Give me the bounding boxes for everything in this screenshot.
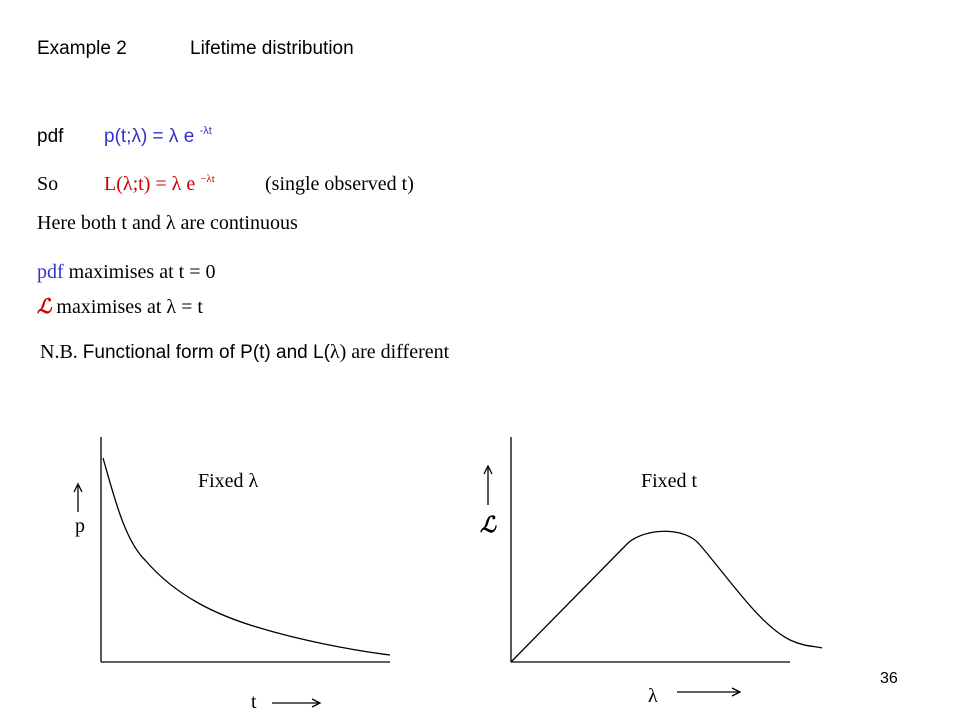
left-x-label: t [251, 691, 257, 713]
right-plot [483, 437, 823, 697]
nb-label: N.B. [40, 341, 78, 363]
arrow-head [731, 687, 742, 697]
arrow-head [311, 698, 322, 708]
arrow-head [73, 482, 83, 493]
nb-text: Functional form of P(t) and L( [83, 342, 331, 363]
nb-line: N.B. Functional form of P(t) and L(λ) ar… [40, 341, 450, 363]
pdf-formula: p(t;λ) = λ e [104, 126, 194, 147]
right-y-label: ℒ [480, 512, 497, 537]
curve [510, 530, 823, 663]
heading-title: Lifetime distribution [190, 38, 354, 59]
right-title: Fixed t [641, 470, 698, 492]
right-x-label: λ [648, 685, 658, 707]
pdf-term: pdf [37, 261, 64, 283]
curve [102, 457, 391, 656]
pdf-line: pdf p(t;λ) = λ e -λt [37, 125, 212, 147]
likelihood-exponent: −λt [200, 173, 215, 185]
heading: Example 2 Lifetime distribution [37, 38, 354, 59]
nb-tail: λ) are different [330, 341, 450, 363]
likelihood-formula: L(λ;t) = λ e [104, 173, 195, 195]
left-title: Fixed λ [198, 470, 259, 492]
likelihood-line: So L(λ;t) = λ e −λt (single observed t) [37, 165, 414, 195]
l-max-text: maximises at λ = t [56, 296, 203, 318]
heading-label: Example 2 [37, 38, 127, 59]
pdf-max-text: maximises at t = 0 [69, 261, 216, 283]
pdf-label: pdf [37, 126, 64, 147]
arrow-head [483, 464, 493, 475]
pdf-max: pdf maximises at t = 0 [37, 261, 216, 283]
pdf-exponent: -λt [200, 125, 212, 137]
l-term: ℒ [37, 296, 53, 318]
page-number: 36 [880, 670, 898, 687]
left-y-label: p [75, 515, 85, 537]
likelihood-note: (single observed t) [265, 173, 414, 195]
statement: Here both t and λ are continuous [37, 212, 298, 234]
l-max: ℒ maximises at λ = t [37, 296, 203, 318]
left-plot [73, 437, 391, 708]
so-label: So [37, 173, 58, 195]
